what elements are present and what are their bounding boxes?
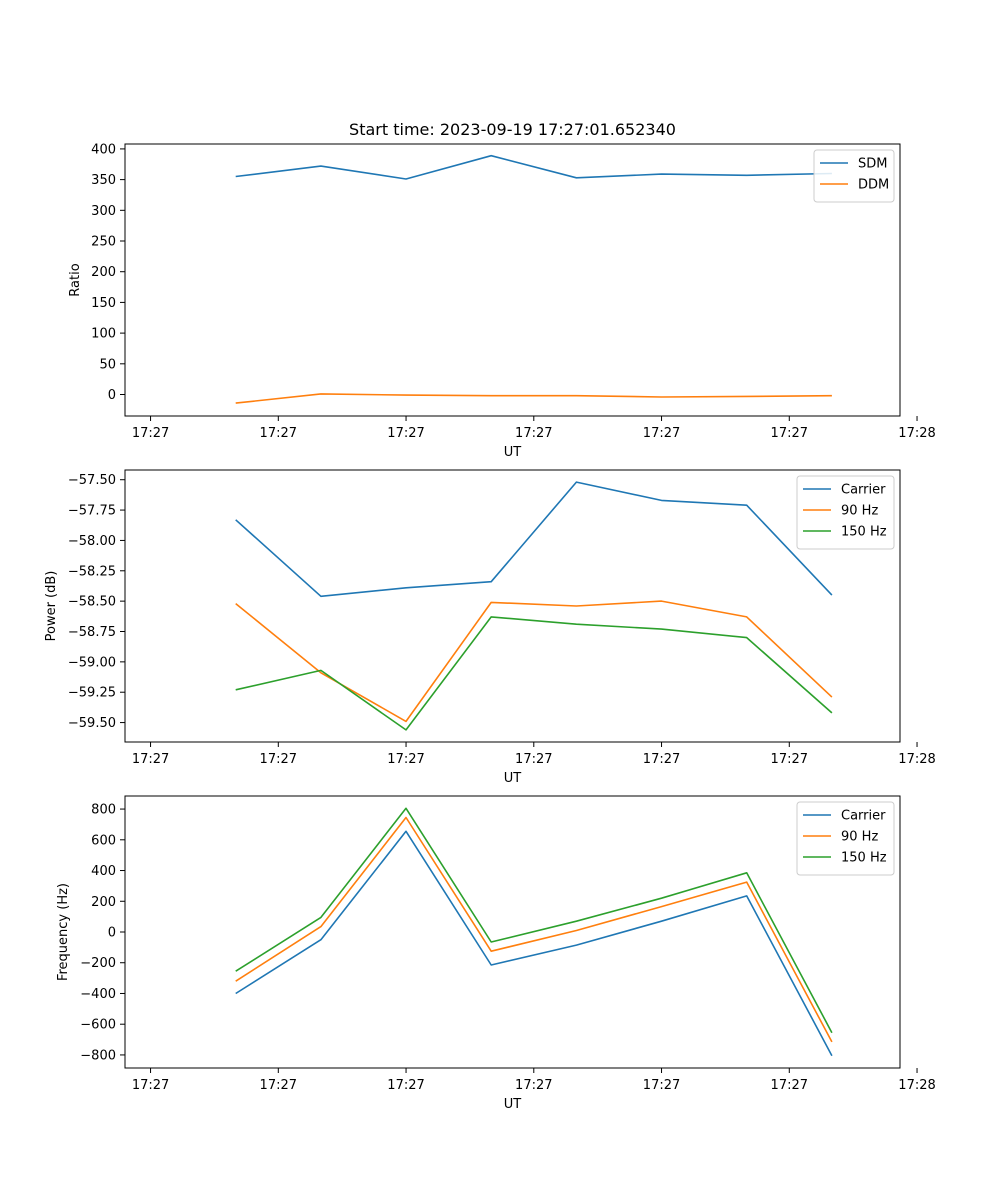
y-tick-label: 0: [108, 926, 116, 941]
x-tick-label: 17:27: [387, 1078, 424, 1093]
y-tick-label: 350: [91, 173, 116, 188]
legend-label: 150 Hz: [841, 525, 887, 540]
legend-label: DDM: [858, 178, 889, 193]
y-tick-label: −58.25: [68, 564, 116, 579]
series-line-sdm: [235, 154, 832, 180]
x-tick-label: 17:28: [898, 752, 935, 767]
y-tick-label: −58.00: [68, 534, 116, 549]
x-tick-label: 17:27: [771, 426, 808, 441]
x-tick-label: 17:27: [132, 1078, 169, 1093]
y-tick-label: 800: [91, 803, 116, 818]
y-tick-label: 200: [91, 895, 116, 910]
y-tick-label: −57.50: [68, 473, 116, 488]
y-tick-label: 200: [91, 265, 116, 280]
legend-label: 90 Hz: [841, 504, 878, 519]
chart-panel-1: Start time: 2023-09-19 17:27:01.652340 17…: [68, 120, 936, 460]
y-tick-label: −58.50: [68, 595, 116, 610]
x-tick-label: 17:27: [132, 426, 169, 441]
legend-label: 150 Hz: [841, 851, 887, 866]
series-line-150-hz: [235, 616, 833, 731]
y-tick-label: −59.50: [68, 716, 116, 731]
legend-label: Carrier: [841, 809, 886, 824]
x-tick-label: 17:27: [260, 1078, 297, 1093]
legend: Carrier 90 Hz 150 Hz: [796, 801, 895, 876]
x-tick-label: 17:27: [515, 752, 552, 767]
x-tick-label: 17:27: [643, 426, 680, 441]
x-tick-label: 17:27: [643, 752, 680, 767]
x-tick-label: 17:28: [898, 1078, 935, 1093]
y-tick-label: 250: [91, 235, 116, 250]
x-axis-label: UT: [504, 1097, 522, 1112]
chart-panel-3: 17:27 17:27 17:27 17:27 17:27 17:27 17:28 −800 −…: [56, 795, 936, 1112]
legend: SDM DDM: [813, 149, 895, 203]
y-tick-label: −59.00: [68, 655, 116, 670]
legend: Carrier 90 Hz 150 Hz: [796, 475, 895, 550]
plot-frame: [124, 143, 901, 417]
series-line-ddm: [235, 393, 832, 404]
y-tick-label: −57.75: [68, 504, 116, 519]
plot-frame: [124, 469, 901, 743]
x-axis-label: UT: [504, 445, 522, 460]
x-tick-label: 17:28: [898, 426, 935, 441]
legend-label: 90 Hz: [841, 830, 878, 845]
y-tick-label: 50: [99, 357, 116, 372]
x-tick-label: 17:27: [515, 426, 552, 441]
y-tick-label: −58.75: [68, 625, 116, 640]
y-axis-label: Power (dB): [44, 571, 59, 642]
x-tick-label: 17:27: [132, 752, 169, 767]
chart-title: Start time: 2023-09-19 17:27:01.652340: [349, 120, 676, 139]
y-tick-label: −59.25: [68, 686, 116, 701]
y-tick-label: 400: [91, 864, 116, 879]
x-tick-label: 17:27: [260, 426, 297, 441]
y-tick-label: 100: [91, 327, 116, 342]
x-tick-label: 17:27: [643, 1078, 680, 1093]
x-tick-label: 17:27: [387, 426, 424, 441]
chart-panel-2: 17:27 17:27 17:27 17:27 17:27 17:27 17:28 −59.5…: [44, 469, 936, 786]
x-tick-label: 17:27: [771, 752, 808, 767]
series-line-90-hz: [235, 816, 833, 1043]
series-line-carrier: [235, 830, 833, 1057]
y-axis-label: Ratio: [68, 263, 83, 296]
x-axis-label: UT: [504, 771, 522, 786]
legend-label: Carrier: [841, 483, 886, 498]
y-tick-label: 150: [91, 296, 116, 311]
series-line-150-hz: [235, 807, 833, 1034]
plot-frame: [124, 795, 901, 1069]
series-line-carrier: [235, 481, 833, 598]
y-tick-label: 400: [91, 142, 116, 157]
y-tick-label: −800: [80, 1048, 116, 1063]
series-line-90-hz: [235, 600, 833, 723]
x-tick-label: 17:27: [387, 752, 424, 767]
x-tick-label: 17:27: [260, 752, 297, 767]
y-tick-label: −600: [80, 1018, 116, 1033]
y-tick-label: −200: [80, 956, 116, 971]
legend-label: SDM: [858, 157, 887, 172]
y-tick-label: 600: [91, 833, 116, 848]
x-tick-label: 17:27: [515, 1078, 552, 1093]
y-axis-label: Frequency (Hz): [56, 883, 71, 981]
y-tick-label: −400: [80, 987, 116, 1002]
y-tick-label: 0: [108, 388, 116, 403]
y-tick-label: 300: [91, 204, 116, 219]
x-tick-label: 17:27: [771, 1078, 808, 1093]
